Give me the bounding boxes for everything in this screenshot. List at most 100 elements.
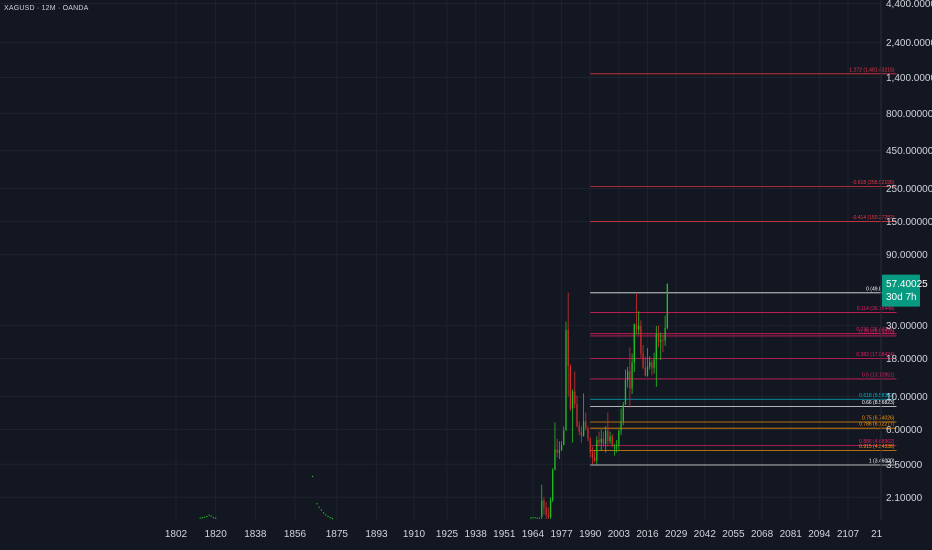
time-tick-label: 1875 [326,529,349,540]
price-dot [199,517,201,519]
time-tick-label: 2029 [665,529,688,540]
candle-body [567,330,569,367]
fib-level-label: 0.786 (6.12277) [859,422,895,428]
candle-body [629,371,631,389]
candle-body [571,391,574,409]
time-tick-label: 2003 [608,529,631,540]
price-dot [215,517,217,519]
fib-level-label: -0.414 (150.27282) [852,215,895,221]
price-axis[interactable]: 2.10000 3.50000 6.00000 10.00000 18.00000 30.… [886,0,932,504]
price-tick-label: 1,400.00000 [886,73,932,84]
candle-body [609,436,611,442]
candle-body [565,330,567,431]
candle-body [547,514,550,517]
price-dot [320,509,323,511]
candle-body [657,333,660,342]
fib-level-label: 0.25 (25.55070) [859,329,895,335]
candle-body [589,438,591,453]
candle-body [569,366,572,409]
grid-lines [0,0,881,520]
price-dot [318,506,320,508]
candle-body [582,421,585,437]
candle-body [640,325,642,354]
price-tick-label: 2,400.00000 [886,38,932,49]
candle-body [624,380,627,405]
fib-level-label: 0.236 (26.44907) [856,327,894,333]
time-tick-label: 1838 [244,529,267,540]
price-dot [327,515,329,518]
time-tick-label: 1925 [436,529,459,540]
candle-body [576,404,578,426]
time-tick-label: 1951 [493,529,516,540]
price-tick-label: 6.00000 [886,425,923,436]
price-dot [201,517,204,519]
candle-body [602,438,605,444]
fib-level-label: 0.915 (4.34338) [859,444,895,450]
candle-body [655,333,657,360]
fib-level-label: 1.272 (1,481.43215) [849,67,894,73]
time-tick-label: 2055 [722,529,745,540]
time-tick-label: 1938 [465,529,488,540]
candle-body [600,438,602,443]
price-dot [210,515,212,517]
candle-body [627,371,629,381]
candle-body [660,340,662,342]
candle-body [611,436,613,447]
candle-body [591,452,594,458]
fib-level-label: 1 (3.46000) [869,459,895,465]
candle-body [556,449,558,453]
price-tick-label: 250.00000 [886,184,932,195]
time-axis[interactable]: 1802 1820 1838 1856 1875 1893 1910 1925 1938 1951… [165,529,883,540]
candle-body [545,507,547,515]
fib-level-label: 0 (49.81438) [866,286,895,292]
candle-body [558,450,561,453]
candle-body [574,391,576,405]
candle-body [560,445,563,451]
candle-body [622,404,624,422]
time-tick-label: 2042 [694,529,717,540]
price-dot [208,514,210,516]
candle-body [578,425,580,432]
time-tick-label: 2081 [780,529,803,540]
time-tick-label: 1910 [403,529,426,540]
candle-body [615,445,618,447]
price-tick-label: 90.00000 [886,250,928,261]
price-tick-label: 150.00000 [886,217,932,228]
candle-body [666,283,668,328]
candle-body [593,457,596,461]
fib-level-label: 0.5 (13.12851) [862,372,895,378]
candle-body [646,366,649,376]
candle-body [607,430,609,442]
candle-body [598,439,600,443]
fib-level-label: 0.75 (6.74026) [862,415,895,421]
time-tick-label: 1964 [522,529,545,540]
price-dot [538,517,541,519]
fib-level-label: 0.886 (4.68962) [859,439,895,445]
time-tick-label: 1990 [579,529,602,540]
candle-body [635,324,638,330]
candle-body [585,421,587,429]
candle-body [638,325,640,330]
price-tick-label: 800.00000 [886,109,932,120]
price-tick-label: 18.00000 [886,354,928,365]
price-dot [312,475,314,478]
price-tick-label: 4,400.00000 [886,0,932,10]
fibonacci-retracement[interactable]: 1.272 (1,481.43215) -0.618 (258.92195) -0.… [590,67,897,466]
fib-level-label: 0.618 (9.58382) [859,393,895,399]
price-dot [325,514,327,516]
time-tick-label: 2068 [751,529,774,540]
price-tick-label: 2.10000 [886,493,923,504]
candlestick-series [541,283,668,519]
early-price-dots [199,475,541,520]
price-dot [206,515,208,518]
candle-body [604,430,607,444]
time-tick-label: 1820 [205,529,228,540]
price-dot [212,517,215,519]
bar-countdown-label: 30d 7h [886,292,917,303]
candle-body [580,431,583,437]
fib-level-label: 0.66 (8.56823) [862,400,895,406]
candle-body [644,367,646,376]
price-dot [536,517,538,519]
